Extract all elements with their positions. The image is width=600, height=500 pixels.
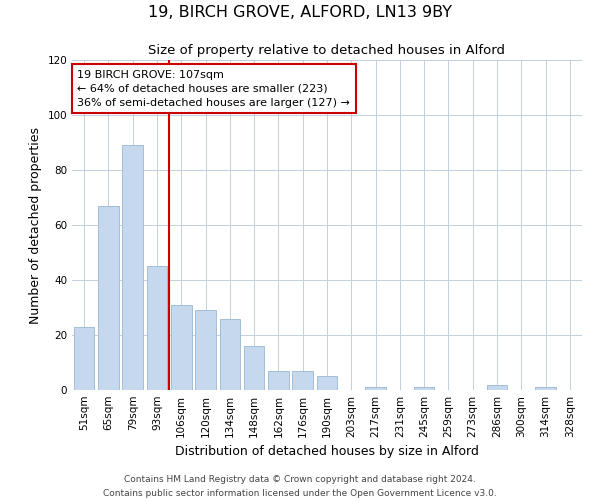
Y-axis label: Number of detached properties: Number of detached properties: [29, 126, 42, 324]
Bar: [74, 327, 94, 390]
Text: Contains HM Land Registry data © Crown copyright and database right 2024.
Contai: Contains HM Land Registry data © Crown c…: [103, 476, 497, 498]
Bar: [171, 304, 191, 390]
Bar: [244, 346, 265, 390]
Bar: [98, 206, 119, 390]
Bar: [414, 387, 434, 390]
Bar: [122, 145, 143, 390]
Text: 19, BIRCH GROVE, ALFORD, LN13 9BY: 19, BIRCH GROVE, ALFORD, LN13 9BY: [148, 5, 452, 20]
Bar: [268, 371, 289, 390]
Title: Size of property relative to detached houses in Alford: Size of property relative to detached ho…: [149, 44, 505, 58]
Bar: [535, 387, 556, 390]
Bar: [195, 310, 216, 390]
Text: 19 BIRCH GROVE: 107sqm
← 64% of detached houses are smaller (223)
36% of semi-de: 19 BIRCH GROVE: 107sqm ← 64% of detached…: [77, 70, 350, 108]
Bar: [220, 318, 240, 390]
Bar: [146, 266, 167, 390]
Bar: [292, 371, 313, 390]
Bar: [487, 384, 508, 390]
Bar: [317, 376, 337, 390]
X-axis label: Distribution of detached houses by size in Alford: Distribution of detached houses by size …: [175, 446, 479, 458]
Bar: [365, 387, 386, 390]
